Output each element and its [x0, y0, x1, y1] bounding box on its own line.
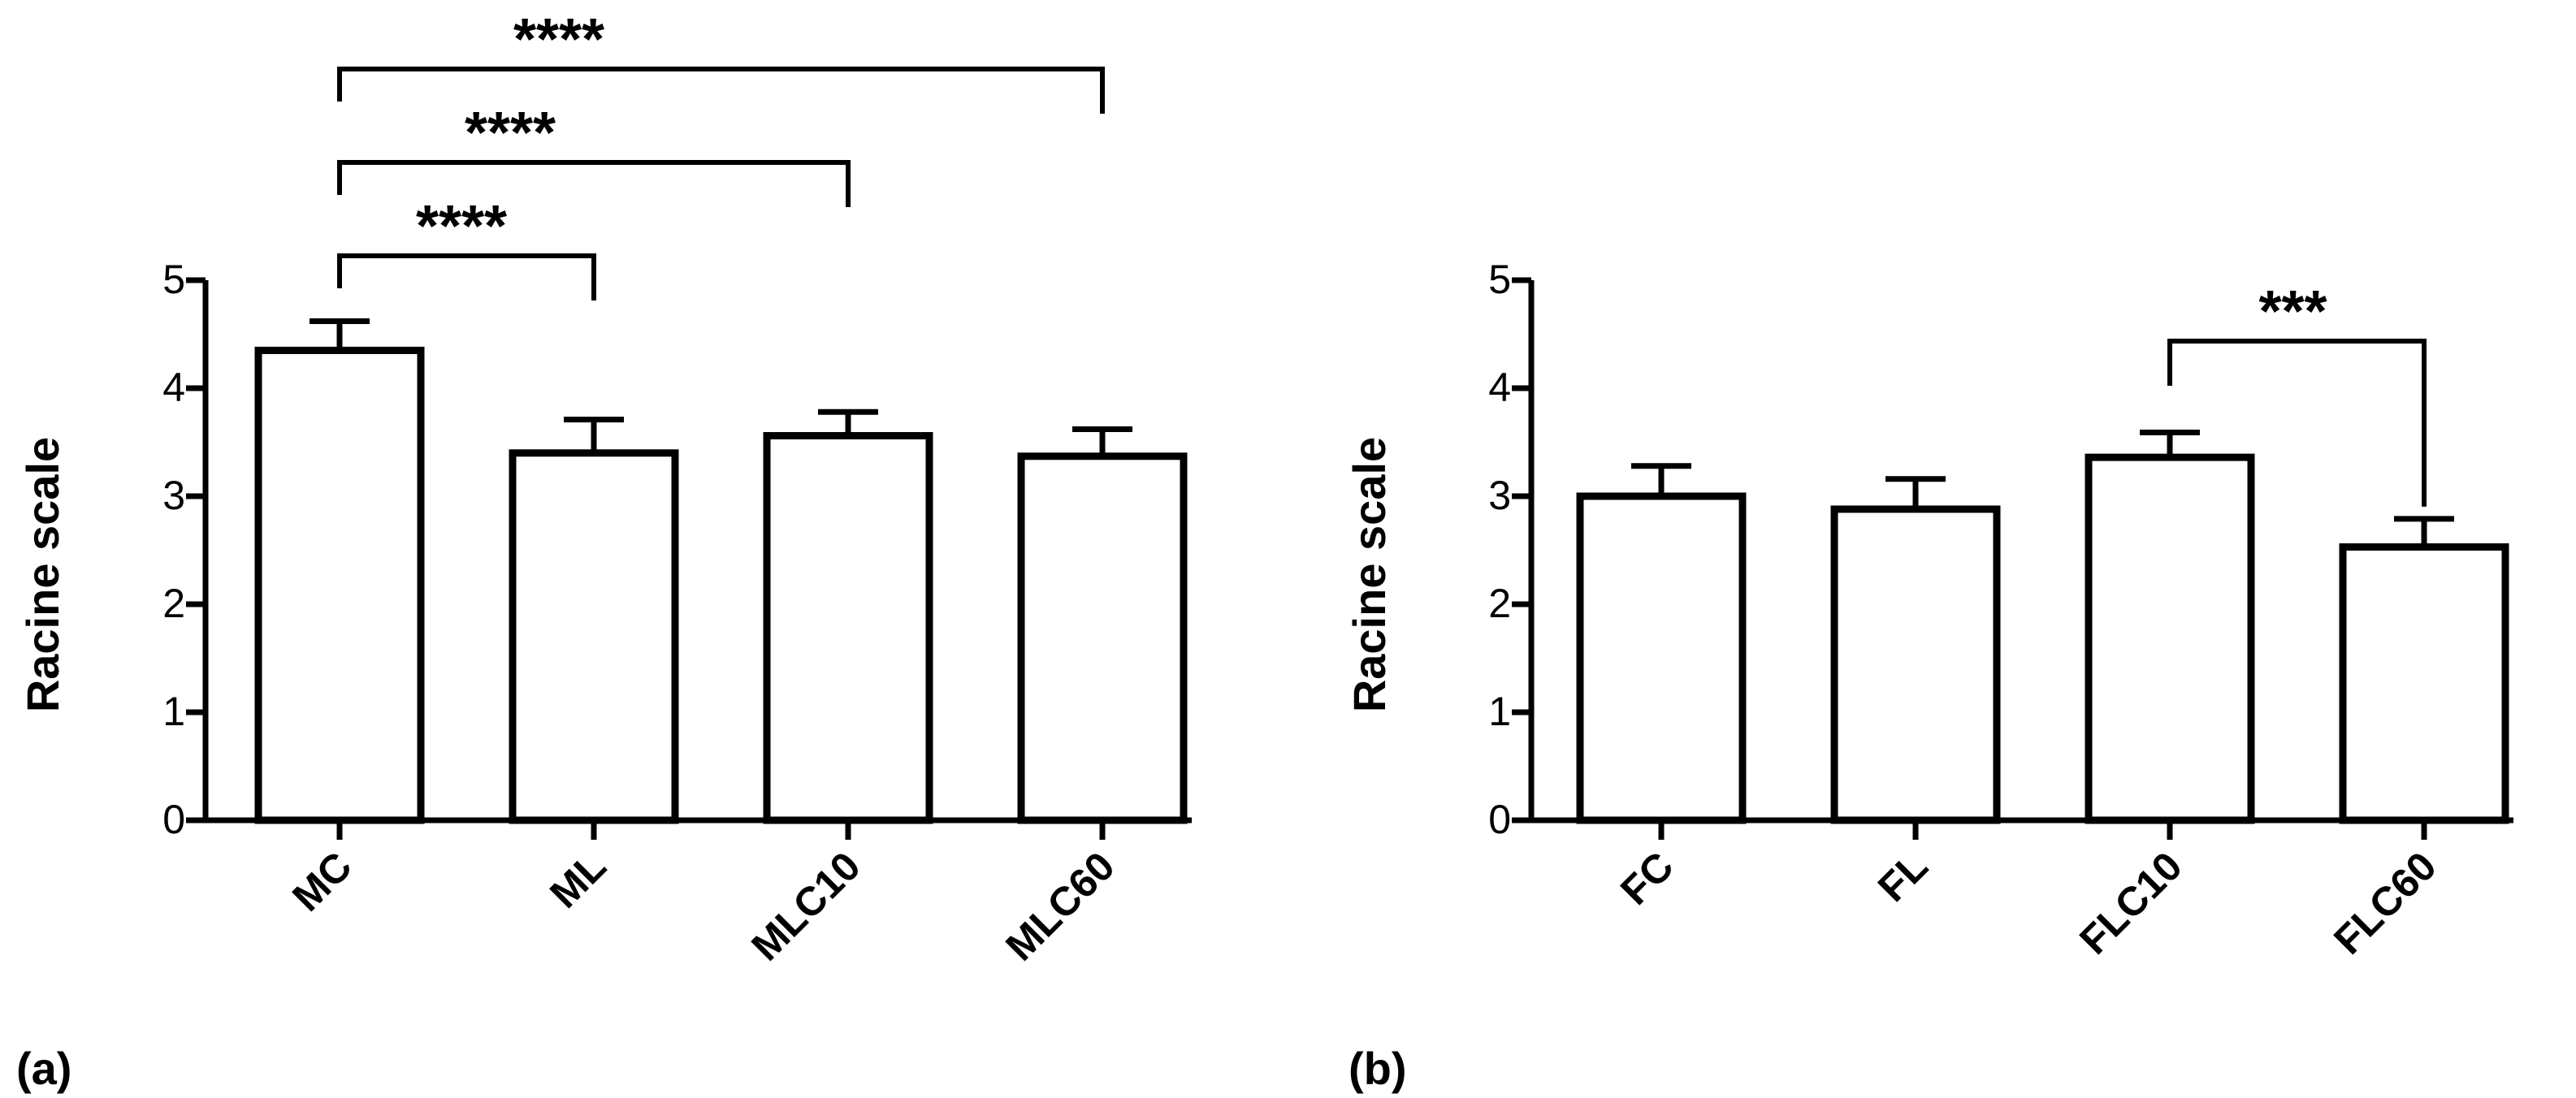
bar-FC	[1576, 492, 1747, 824]
significance-bracket	[337, 160, 851, 207]
bar-FLC10	[2085, 453, 2255, 824]
y-tick-label: 3	[162, 473, 185, 518]
y-tick-label: 1	[1488, 689, 1511, 734]
x-tick-label: ML	[541, 843, 615, 917]
significance-label: ****	[465, 101, 556, 166]
chart-panel-2: 0 1 2 3 4 5 Racine scale FC FL FLC10 FLC60 *** (b)	[1344, 257, 2513, 1094]
significance-label: ****	[416, 194, 507, 259]
chart-panel-1: 0 1 2 3 4 5 Racine scale MC ML MLC10 MLC60 **** ****…	[16, 7, 1192, 1094]
y-tick-label: 0	[1488, 797, 1511, 842]
panel-label: (b)	[1349, 1043, 1407, 1094]
bar-ML	[509, 449, 679, 824]
significance-label: ***	[2258, 279, 2327, 344]
x-tick-label: FC	[1612, 843, 1682, 914]
y-tick-label: 5	[1488, 257, 1511, 302]
y-tick-label: 2	[1488, 581, 1511, 626]
y-tick-label: 1	[162, 689, 185, 734]
y-tick-label: 3	[1488, 473, 1511, 518]
bar-MC	[254, 346, 425, 824]
bar-FLC60	[2339, 543, 2509, 824]
bar-MLC60	[1017, 452, 1188, 824]
x-tick-label: MC	[284, 843, 361, 920]
x-tick-label: FL	[1869, 843, 1937, 910]
bar-FL	[1830, 505, 2001, 824]
y-axis-label: Racine scale	[17, 437, 68, 712]
y-tick-label: 0	[162, 797, 185, 842]
y-tick-label: 4	[1488, 365, 1511, 410]
bar-MLC10	[763, 432, 933, 824]
y-tick-label: 4	[162, 365, 185, 410]
x-tick-label: FLC10	[2071, 843, 2191, 963]
x-tick-label: MLC10	[742, 843, 869, 970]
significance-bracket	[337, 67, 1105, 114]
significance-bracket	[337, 253, 596, 300]
significance-label: ****	[513, 7, 604, 72]
y-tick-label: 2	[162, 581, 185, 626]
y-tick-label: 5	[162, 257, 185, 302]
x-tick-label: MLC60	[997, 843, 1123, 970]
panel-label: (a)	[16, 1043, 71, 1094]
x-tick-label: FLC60	[2325, 843, 2445, 963]
y-axis-label: Racine scale	[1344, 437, 1395, 712]
significance-bracket	[2167, 339, 2427, 507]
